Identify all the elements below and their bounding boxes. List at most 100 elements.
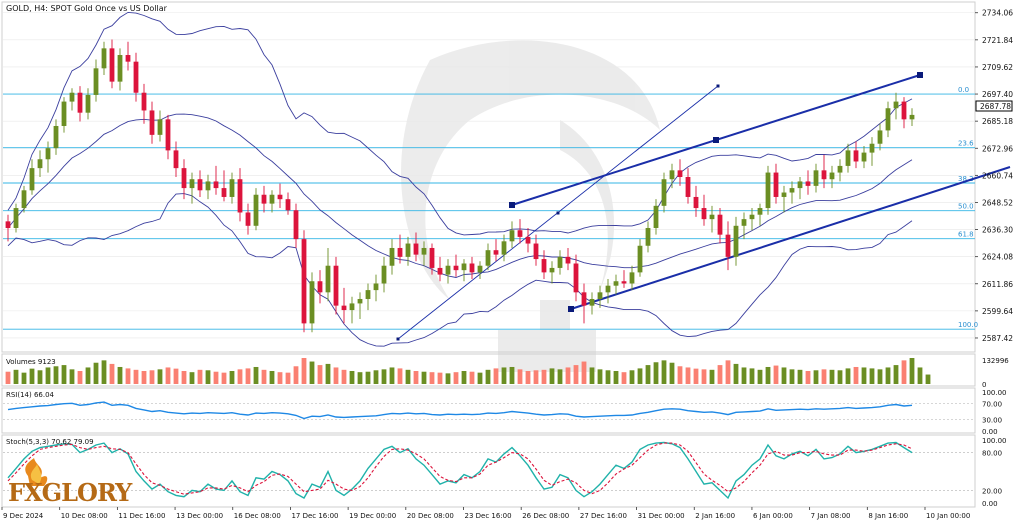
- volume-bar: [21, 372, 27, 384]
- price-tick-label: 2672.96: [982, 144, 1013, 153]
- candle-body: [645, 228, 651, 246]
- volume-bar: [429, 372, 435, 384]
- volume-bar: [53, 366, 59, 384]
- volume-tick-label: 0: [982, 381, 986, 389]
- time-tick-label: 23 Dec 16:00: [465, 512, 512, 520]
- candle-body: [349, 303, 355, 311]
- volume-bar: [413, 371, 419, 384]
- candle-body: [325, 265, 331, 293]
- volume-bar: [245, 368, 251, 384]
- price-tick-label: 2660.74: [982, 171, 1013, 180]
- candle-body: [749, 214, 755, 220]
- candle-body: [693, 196, 699, 209]
- stoch-tick-label: 20.00: [982, 487, 1002, 495]
- candle-body: [669, 170, 675, 180]
- price-tick-label: 2697.40: [982, 90, 1013, 99]
- volume-tick-label: 132996: [982, 357, 1009, 365]
- price-tick-label: 2624.08: [982, 253, 1013, 262]
- volume-bar: [133, 369, 139, 384]
- volume-bar: [877, 369, 883, 384]
- volume-bar: [781, 367, 787, 384]
- candle-body: [333, 265, 339, 306]
- candle-body: [37, 159, 43, 169]
- volume-bar: [517, 369, 523, 384]
- candle-body: [541, 259, 547, 273]
- volume-bar: [205, 370, 211, 384]
- rsi-line: 100.00 70.00 30.00 0.00: [3, 389, 1007, 436]
- time-axis: 9 Dec 2024 10 Dec 08:00 11 Dec 16:00 13 Dec…: [1, 507, 970, 520]
- time-tick-label: 7 Jan 08:00: [811, 512, 851, 520]
- rsi-tick-label: 30.00: [982, 416, 1002, 424]
- candle-body: [509, 230, 515, 242]
- volume-panel-title: Volumes 9123: [6, 358, 56, 366]
- candle-body: [117, 55, 123, 82]
- volume-bar: [5, 371, 11, 384]
- volume-bar: [797, 369, 803, 384]
- volume-bar: [93, 362, 99, 384]
- volume-bar: [341, 369, 347, 384]
- candle-body: [53, 125, 59, 149]
- volume-bar: [229, 371, 235, 384]
- volume-bar: [85, 367, 91, 384]
- volume-bar: [677, 366, 683, 384]
- candle-body: [389, 247, 395, 266]
- candle-body: [13, 208, 19, 229]
- candle-body: [781, 192, 787, 197]
- rsi-tick-label: 70.00: [982, 401, 1002, 409]
- candle-body: [877, 130, 883, 144]
- candle-body: [717, 214, 723, 235]
- candle-body: [181, 168, 187, 189]
- price-tick-label: 2587.42: [982, 334, 1013, 343]
- candle-body: [141, 92, 147, 111]
- trend-line: [570, 166, 1011, 310]
- volume-bar: [221, 372, 227, 384]
- bollinger-upper: [7, 11, 913, 236]
- candle-body: [837, 165, 843, 173]
- rsi-series: [7, 401, 913, 420]
- trend-channel[interactable]: [396, 72, 1011, 341]
- price-tick-label: 2685.18: [982, 117, 1013, 126]
- fib-level-label: 23.6: [958, 140, 974, 148]
- stoch-signal-series: [7, 442, 913, 495]
- trend-anchor-point: [509, 202, 515, 208]
- fib-level-label: 61.8: [958, 231, 974, 239]
- stoch-tick-label: 0.00: [982, 500, 998, 508]
- candle-body: [285, 199, 291, 211]
- candle-body: [261, 194, 267, 204]
- volume-bar: [653, 362, 659, 384]
- time-tick-label: 6 Jan 00:00: [753, 512, 793, 520]
- candle-body: [869, 143, 875, 153]
- volume-bar: [77, 371, 83, 384]
- candle-body: [253, 194, 259, 226]
- volume-bar: [789, 369, 795, 384]
- time-tick-label: 16 Dec 08:00: [234, 512, 281, 520]
- volume-bar: [629, 370, 635, 384]
- candle-body: [637, 245, 643, 273]
- candle-body: [125, 55, 131, 62]
- candle-body: [773, 172, 779, 197]
- candle-body: [885, 108, 891, 131]
- candle-body: [581, 292, 587, 306]
- volume-bars: 132996 0: [5, 357, 1009, 389]
- candle-body: [605, 285, 611, 293]
- price-tick-label: 2599.64: [982, 307, 1013, 316]
- fib-level-label: 0.0: [958, 86, 969, 94]
- volume-bar: [189, 372, 195, 384]
- trend-anchor-point: [556, 211, 560, 215]
- volume-bar: [293, 366, 299, 384]
- brand-name: FXGLORY: [8, 478, 132, 507]
- candle-body: [909, 114, 915, 120]
- candle-body: [549, 267, 555, 273]
- candle-body: [829, 172, 835, 180]
- volume-bar: [661, 360, 667, 384]
- time-tick-label: 11 Dec 16:00: [118, 512, 165, 520]
- candle-body: [573, 263, 579, 293]
- candle-body: [469, 263, 475, 273]
- volume-bar: [565, 367, 571, 384]
- candle-body: [221, 188, 227, 197]
- price-tick-label: 2721.84: [982, 36, 1013, 45]
- grid: [3, 12, 975, 339]
- volume-bar: [765, 366, 771, 384]
- candle-body: [685, 177, 691, 197]
